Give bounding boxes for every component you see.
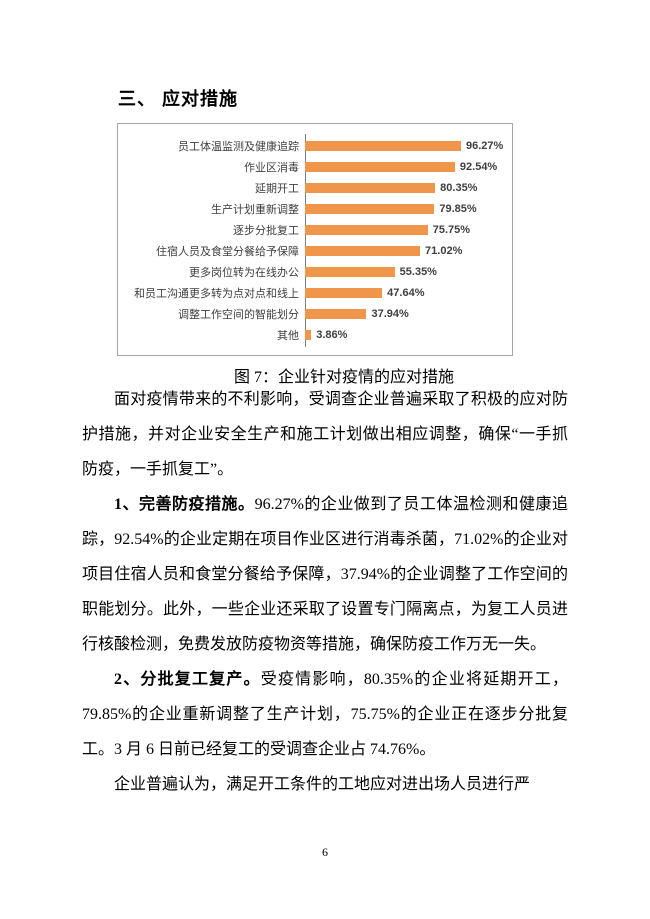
chart-rows: 员工体温监测及健康追踪 96.27% 作业区消毒 92.54% 延期开工 80.35% 生产… bbox=[118, 135, 512, 346]
body-paragraph: 1、完善防疫措施。96.27%的企业做到了员工体温检测和健康追踪，92.54%的… bbox=[82, 487, 568, 662]
chart-category-label: 逐步分批复工 bbox=[233, 224, 299, 237]
chart-bar bbox=[305, 224, 428, 235]
chart-bar-track: 80.35% bbox=[305, 177, 512, 198]
chart-bar-track: 96.27% bbox=[305, 135, 512, 156]
chart-bar-track: 79.85% bbox=[305, 198, 512, 219]
chart-bar bbox=[305, 140, 461, 151]
chart-bar bbox=[305, 288, 383, 299]
chart-row: 和员工沟通更多转为点对点和线上 47.64% bbox=[118, 283, 512, 304]
chart-value-label: 71.02% bbox=[425, 245, 463, 258]
chart-category-label: 生产计划重新调整 bbox=[211, 203, 299, 216]
text-run: 受疫情影响，80.35%的企业将延期开工，79.85%的企业重新调整了生产计划，… bbox=[82, 671, 568, 758]
chart-category-label: 延期开工 bbox=[255, 182, 299, 195]
bold-text-run: 1、完善防疫措施。 bbox=[114, 496, 255, 513]
section-heading: 三、 应对措施 bbox=[118, 89, 239, 109]
chart-category-label: 员工体温监测及健康追踪 bbox=[178, 140, 299, 153]
chart-bar-track: 3.86% bbox=[305, 325, 512, 346]
chart-row: 住宿人员及食堂分餐给予保障 71.02% bbox=[118, 240, 512, 261]
body-paragraph: 2、分批复工复产。受疫情影响，80.35%的企业将延期开工，79.85%的企业重… bbox=[82, 662, 568, 767]
chart-bar-track: 37.94% bbox=[305, 304, 512, 325]
chart-value-label: 47.64% bbox=[387, 287, 425, 300]
text-run: 企业普遍认为，满足开工条件的工地应对进出场人员进行严 bbox=[114, 776, 531, 793]
chart-category-label: 和员工沟通更多转为点对点和线上 bbox=[134, 288, 299, 301]
chart-row: 延期开工 80.35% bbox=[118, 177, 512, 198]
chart-value-label: 80.35% bbox=[440, 181, 478, 194]
chart-bar bbox=[305, 309, 367, 320]
chart-bar-track: 75.75% bbox=[305, 219, 512, 240]
chart-axis-line bbox=[305, 134, 306, 347]
chart-bar-track: 92.54% bbox=[305, 156, 512, 177]
chart-row: 员工体温监测及健康追踪 96.27% bbox=[118, 135, 512, 156]
chart-bar bbox=[305, 246, 421, 257]
text-run: 面对疫情带来的不利影响，受调查企业普遍采取了积极的应对防护措施，并对企业安全生产… bbox=[82, 391, 568, 478]
chart-bar-track: 55.35% bbox=[305, 262, 512, 283]
bold-text-run: 2、分批复工复产。 bbox=[114, 671, 261, 688]
chart-category-label: 更多岗位转为在线办公 bbox=[189, 267, 299, 280]
chart-bar-track: 47.64% bbox=[305, 283, 512, 304]
chart-row: 生产计划重新调整 79.85% bbox=[118, 198, 512, 219]
chart-row: 调整工作空间的智能划分 37.94% bbox=[118, 304, 512, 325]
chart-value-label: 92.54% bbox=[459, 160, 498, 173]
chart-bar bbox=[305, 161, 455, 172]
chart-row: 作业区消毒 92.54% bbox=[118, 156, 512, 177]
chart-bar bbox=[305, 267, 395, 278]
text-run: 96.27%的企业做到了员工体温检测和健康追踪，92.54%的企业定期在项目作业… bbox=[82, 496, 568, 653]
chart-value-label: 55.35% bbox=[399, 266, 437, 279]
chart-category-label: 其他 bbox=[277, 330, 299, 343]
chart-row: 更多岗位转为在线办公 55.35% bbox=[118, 262, 512, 283]
body-paragraph: 企业普遍认为，满足开工条件的工地应对进出场人员进行严 bbox=[82, 767, 568, 802]
chart-row: 其他 3.86% bbox=[118, 325, 512, 346]
chart-category-label: 调整工作空间的智能划分 bbox=[178, 309, 299, 322]
chart-value-label: 3.86% bbox=[316, 329, 348, 342]
chart-value-label: 75.75% bbox=[432, 223, 471, 236]
figure-caption: 图 7：企业针对疫情的应对措施 bbox=[233, 369, 454, 386]
chart-value-label: 79.85% bbox=[439, 202, 477, 215]
chart-bar-track: 71.02% bbox=[305, 240, 512, 261]
chart-category-label: 作业区消毒 bbox=[244, 161, 299, 174]
chart-bar bbox=[305, 182, 436, 193]
chart-bar bbox=[305, 203, 435, 214]
chart-value-label: 96.27% bbox=[465, 139, 504, 152]
chart-bar bbox=[305, 330, 312, 341]
body-text: 面对疫情带来的不利影响，受调查企业普遍采取了积极的应对防护措施，并对企业安全生产… bbox=[82, 382, 568, 802]
body-paragraph: 面对疫情带来的不利影响，受调查企业普遍采取了积极的应对防护措施，并对企业安全生产… bbox=[82, 382, 568, 487]
chart-row: 逐步分批复工 75.75% bbox=[118, 219, 512, 240]
page-number: 6 bbox=[322, 845, 328, 859]
chart-category-label: 住宿人员及食堂分餐给予保障 bbox=[156, 246, 299, 259]
figure-bar-chart: 员工体温监测及健康追踪 96.27% 作业区消毒 92.54% 延期开工 80.35% 生产… bbox=[117, 123, 513, 356]
chart-value-label: 37.94% bbox=[371, 308, 409, 321]
